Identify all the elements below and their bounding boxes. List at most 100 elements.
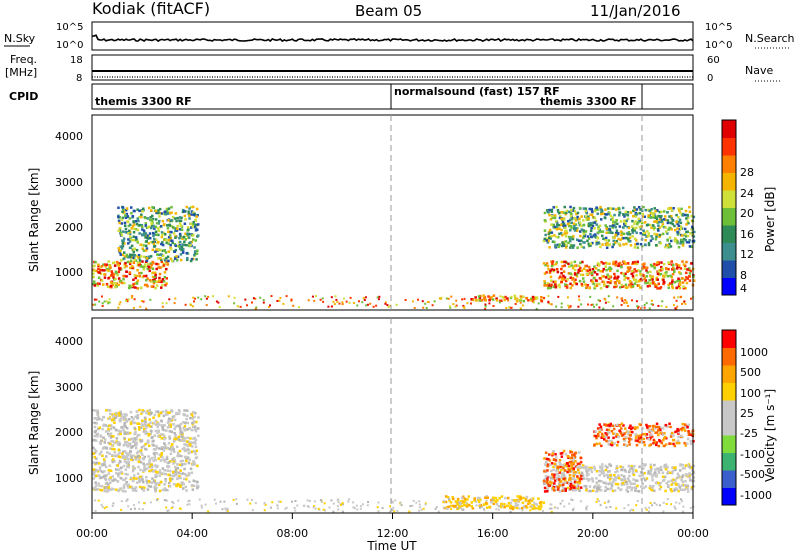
data-cell xyxy=(613,442,616,445)
data-cell xyxy=(543,211,547,215)
data-cell xyxy=(166,457,169,461)
data-cell xyxy=(442,506,445,509)
data-cell xyxy=(620,283,624,287)
data-cell xyxy=(615,229,619,232)
data-cell xyxy=(190,483,194,487)
data-cell xyxy=(168,298,171,301)
data-cell xyxy=(99,476,103,479)
data-cell xyxy=(629,509,632,512)
data-cell xyxy=(670,228,673,231)
data-cell xyxy=(422,306,425,309)
data-cell xyxy=(168,230,172,234)
data-cell xyxy=(579,234,582,238)
data-cell xyxy=(556,222,559,225)
data-cell xyxy=(180,248,183,252)
data-cell xyxy=(144,244,148,248)
data-cell xyxy=(568,218,572,222)
data-cell xyxy=(190,257,194,261)
data-cell xyxy=(454,305,457,308)
data-cell xyxy=(569,229,572,232)
data-cell xyxy=(412,499,415,502)
data-cell xyxy=(612,207,615,210)
data-cell xyxy=(633,237,637,240)
data-cell xyxy=(98,452,102,456)
data-cell xyxy=(576,486,580,490)
data-cell xyxy=(358,300,360,303)
data-cell xyxy=(164,478,167,481)
data-cell xyxy=(386,304,389,307)
data-cell xyxy=(608,469,612,473)
data-cell xyxy=(586,283,590,287)
data-cell xyxy=(139,305,142,308)
data-cell xyxy=(186,503,189,506)
data-cell xyxy=(558,462,562,466)
data-cell xyxy=(125,275,128,278)
data-cell xyxy=(559,215,562,218)
data-cell xyxy=(550,234,554,238)
data-cell xyxy=(178,216,182,219)
data-cell xyxy=(591,489,595,492)
data-cell xyxy=(684,444,687,447)
data-cell xyxy=(686,487,689,491)
data-cell xyxy=(604,243,608,246)
data-cell xyxy=(123,224,127,227)
data-cell xyxy=(584,264,587,268)
data-cell xyxy=(117,270,121,274)
power-ytick-1000: 1000 xyxy=(55,266,83,279)
data-cell xyxy=(587,473,590,476)
data-cell xyxy=(671,469,674,473)
data-cell xyxy=(607,277,611,280)
data-cell xyxy=(586,469,590,473)
data-cell xyxy=(546,478,549,481)
data-cell xyxy=(168,435,171,438)
data-cell xyxy=(674,466,677,469)
data-cell xyxy=(664,273,668,277)
data-cell xyxy=(569,225,573,228)
data-cell xyxy=(669,245,673,248)
data-cell xyxy=(524,504,528,508)
data-cell xyxy=(632,478,635,481)
data-cell xyxy=(626,486,629,489)
data-cell xyxy=(623,260,626,264)
data-cell xyxy=(614,220,617,224)
data-cell xyxy=(103,470,106,473)
data-cell xyxy=(101,302,104,305)
data-cell xyxy=(444,495,448,498)
data-cell xyxy=(176,255,180,258)
data-cell xyxy=(102,283,105,286)
data-cell xyxy=(584,283,587,286)
data-cell xyxy=(605,227,608,230)
data-cell xyxy=(355,504,358,507)
data-cell xyxy=(632,271,635,274)
data-cell xyxy=(519,297,523,301)
data-cell xyxy=(294,500,297,502)
data-cell xyxy=(186,428,189,431)
data-cell xyxy=(605,276,608,279)
data-cell xyxy=(653,427,657,430)
data-cell xyxy=(157,222,160,225)
data-cell xyxy=(215,300,218,303)
data-cell xyxy=(153,227,156,230)
data-cell xyxy=(562,486,565,490)
data-cell xyxy=(567,210,571,214)
data-cell xyxy=(656,215,659,218)
data-cell xyxy=(658,210,662,214)
data-cell xyxy=(186,256,189,260)
data-cell xyxy=(684,429,687,432)
data-cell xyxy=(577,271,580,274)
data-cell xyxy=(160,447,164,451)
data-cell xyxy=(638,440,641,444)
data-cell xyxy=(100,265,104,268)
data-cell xyxy=(593,305,596,308)
data-cell xyxy=(639,286,642,289)
data-cell xyxy=(611,224,615,227)
cpid-segment-1: themis 3300 RF xyxy=(95,95,192,108)
data-cell xyxy=(158,453,161,456)
data-cell xyxy=(544,263,547,267)
data-cell xyxy=(657,425,660,429)
data-cell xyxy=(122,444,126,447)
data-cell xyxy=(598,423,601,426)
data-cell xyxy=(489,296,492,299)
data-cell xyxy=(551,454,554,457)
data-cell xyxy=(546,490,549,493)
